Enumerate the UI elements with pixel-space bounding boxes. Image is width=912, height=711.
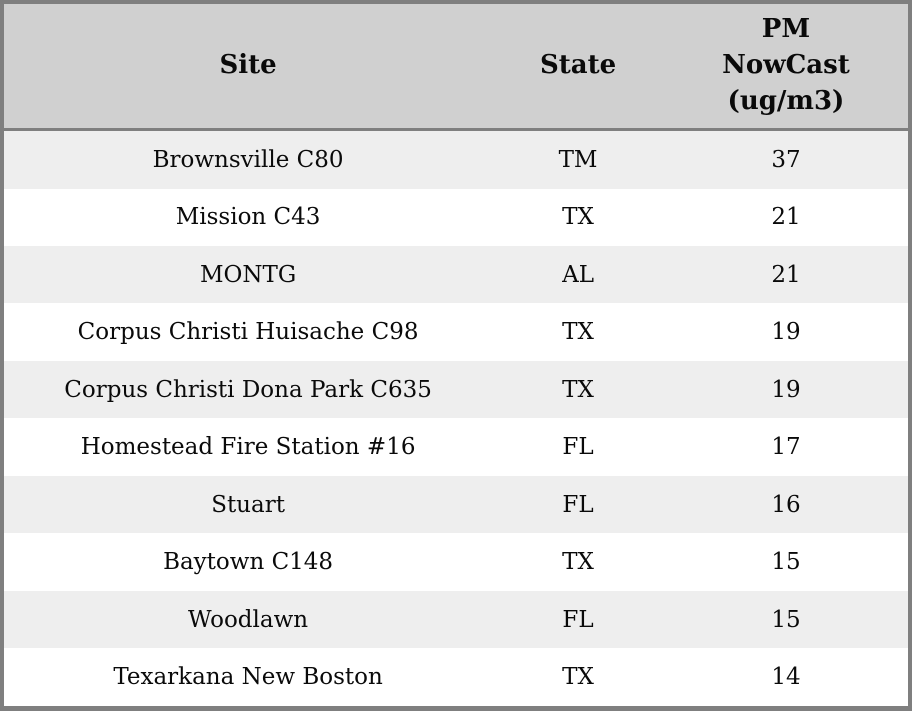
value-cell: 16 bbox=[771, 491, 801, 518]
table-row: Brownsville C80 TM 37 bbox=[4, 129, 908, 189]
site-cell: Brownsville C80 bbox=[152, 146, 344, 173]
pm-nowcast-table: Site State PM NowCast (ug/m3) Brownsvill… bbox=[4, 4, 908, 706]
site-cell: Corpus Christi Dona Park C635 bbox=[64, 376, 432, 403]
table-row: Corpus Christi Huisache C98 TX 19 bbox=[4, 303, 908, 361]
state-cell: TX bbox=[562, 664, 594, 691]
site-cell: MONTG bbox=[199, 261, 297, 288]
state-cell: TX bbox=[562, 376, 594, 403]
column-header-site: Site bbox=[4, 4, 493, 131]
header-row: Site State PM NowCast (ug/m3) bbox=[4, 4, 908, 131]
column-header-pm-nowcast: PM NowCast (ug/m3) bbox=[663, 4, 908, 131]
value-cell: 21 bbox=[771, 204, 801, 231]
state-cell: TX bbox=[562, 549, 594, 576]
site-cell: Corpus Christi Huisache C98 bbox=[77, 319, 419, 346]
value-cell: 37 bbox=[771, 146, 801, 173]
value-cell: 15 bbox=[771, 606, 801, 633]
site-cell: Mission C43 bbox=[175, 204, 321, 231]
table-row: Baytown C148 TX 15 bbox=[4, 533, 908, 591]
value-cell: 21 bbox=[771, 261, 801, 288]
state-cell: FL bbox=[562, 434, 594, 461]
value-cell: 19 bbox=[771, 376, 801, 403]
value-cell: 14 bbox=[771, 664, 801, 691]
table-row: Texarkana New Boston TX 14 bbox=[4, 648, 908, 706]
value-cell: 15 bbox=[771, 549, 801, 576]
column-header-state: State bbox=[492, 4, 664, 131]
state-cell: FL bbox=[562, 491, 594, 518]
value-cell: 19 bbox=[771, 319, 801, 346]
site-cell: Woodlawn bbox=[188, 606, 309, 633]
site-cell: Baytown C148 bbox=[163, 549, 334, 576]
site-cell: Texarkana New Boston bbox=[113, 664, 383, 691]
state-cell: TM bbox=[558, 146, 598, 173]
site-cell: Stuart bbox=[211, 491, 285, 518]
table-row: MONTG AL 21 bbox=[4, 245, 908, 304]
table-header: Site State PM NowCast (ug/m3) bbox=[4, 4, 908, 131]
state-cell: FL bbox=[562, 606, 594, 633]
table-row: Mission C43 TX 21 bbox=[4, 188, 908, 246]
site-cell: Homestead Fire Station #16 bbox=[80, 434, 416, 461]
value-cell: 17 bbox=[771, 434, 801, 461]
table-row: Woodlawn FL 15 bbox=[4, 590, 908, 649]
table-row: Homestead Fire Station #16 FL 17 bbox=[4, 418, 908, 476]
table-row: Stuart FL 16 bbox=[4, 475, 908, 534]
state-cell: AL bbox=[562, 261, 594, 288]
table-body: Brownsville C80 TM 37 Mission C43 TX 21 … bbox=[4, 129, 908, 706]
state-cell: TX bbox=[562, 319, 594, 346]
table-row: Corpus Christi Dona Park C635 TX 19 bbox=[4, 360, 908, 419]
state-cell: TX bbox=[562, 204, 594, 231]
